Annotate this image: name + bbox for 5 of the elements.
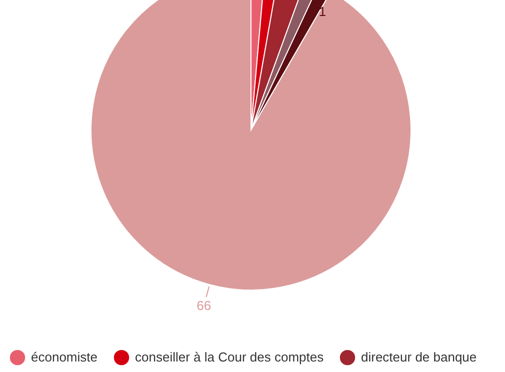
legend-label: directeur de banque — [361, 350, 477, 365]
legend-label: conseiller à la Cour des comptes — [135, 350, 324, 365]
data-label: 1 — [318, 4, 326, 19]
data-label: 66 — [196, 298, 212, 313]
legend-label: économiste — [31, 350, 98, 365]
